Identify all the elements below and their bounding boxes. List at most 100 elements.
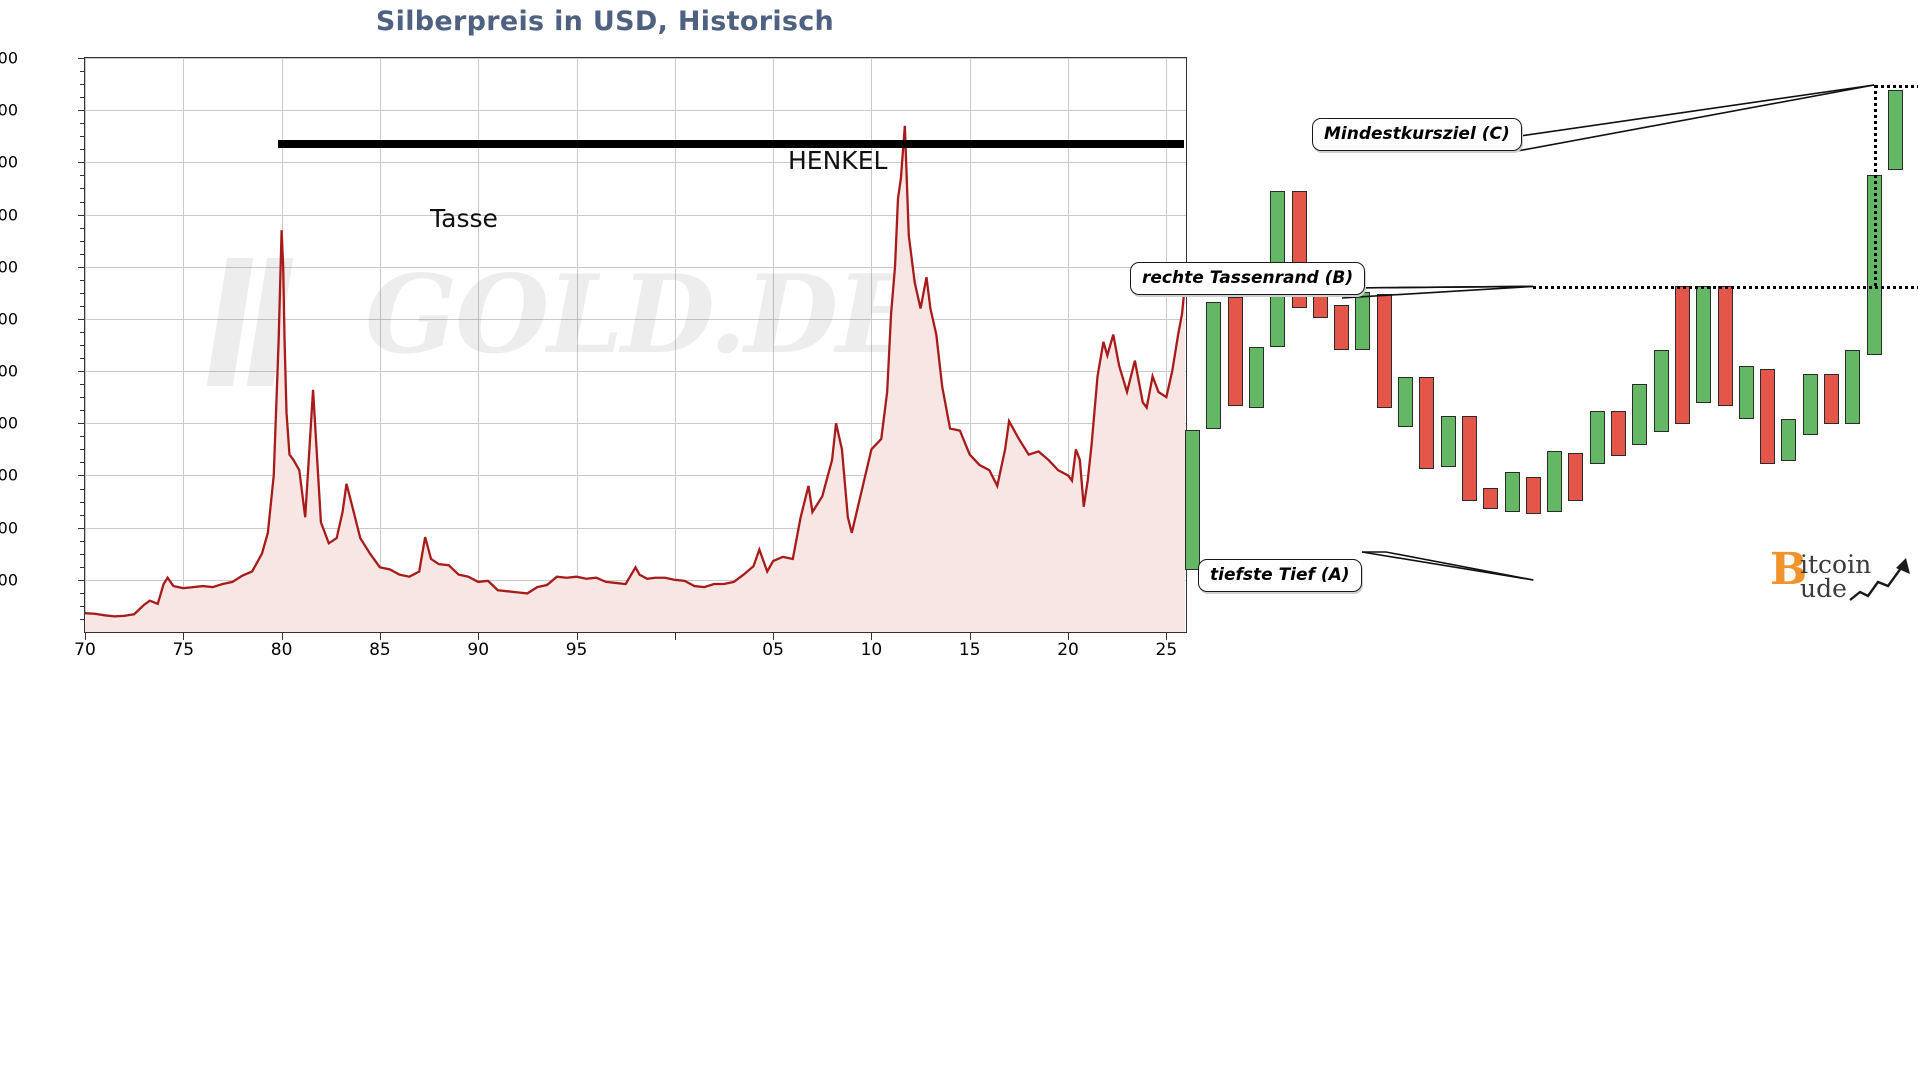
x-axis-label: 95 [565,640,588,660]
x-axis-tick [969,633,971,640]
gridline-h [85,527,1186,529]
callout-rechte-tassenrand: rechte Tassenrand (B) [1130,262,1366,295]
candle-up [1398,376,1413,427]
y-axis-tick [78,214,85,216]
x-axis-tick [576,633,578,640]
x-axis-label: 70 [74,640,96,660]
y-axis-tick [78,318,85,320]
candle-down [1419,376,1435,470]
x-axis-label: 05 [762,640,784,660]
y-axis-tick-minor [80,201,85,203]
gridline-v [674,58,676,632]
y-axis-tick-minor [80,292,85,294]
annotation-tasse: Tasse [430,204,498,233]
candle-up [1781,418,1797,462]
callout-mindestkursziel: Mindestkursziel (C) [1312,118,1522,151]
candle-up [1653,350,1669,433]
candle-up [1887,90,1903,170]
gridline-h [85,266,1186,268]
y-axis-label: 10,00 [0,518,18,538]
gridline-v [478,58,480,632]
candle-down [1227,297,1243,406]
y-axis-tick [78,527,85,529]
y-axis-label: 50,00 [0,100,18,120]
y-axis-tick-minor [80,136,85,138]
gridline-h [85,423,1186,425]
y-axis-tick-minor [80,501,85,503]
candle-down [1376,294,1392,409]
y-axis-tick-minor [80,253,85,255]
y-axis-tick-minor [80,71,85,73]
y-axis-tick-minor [80,553,85,555]
candle-down [1760,368,1776,464]
y-axis-tick-minor [80,97,85,99]
cup-and-handle-schematic: Mindestkursziel (C) rechte Tassenrand (B… [1130,40,1918,660]
y-axis-tick-minor [80,240,85,242]
y-axis-tick-minor [80,384,85,386]
y-axis-tick-minor [80,488,85,490]
target-level-line [1874,85,1918,88]
candle-down [1461,416,1477,502]
y-axis-tick [78,162,85,164]
x-axis-tick [773,633,775,640]
y-axis-label: 55,00 [0,48,18,68]
y-axis-tick-minor [80,188,85,190]
y-axis-tick-minor [80,149,85,151]
candle-down [1334,304,1350,350]
x-axis-tick [281,633,283,640]
y-axis-tick-minor [80,618,85,620]
y-axis-tick-minor [80,410,85,412]
y-axis-tick-minor [80,514,85,516]
y-axis-tick-minor [80,436,85,438]
y-axis-tick-minor [80,540,85,542]
y-axis-tick-minor [80,227,85,229]
x-axis-label: 85 [369,640,391,660]
x-axis-label: 75 [172,640,195,660]
y-axis-tick [78,58,85,59]
callout-tiefste-tief: tiefste Tief (A) [1198,559,1362,592]
x-axis-tick [674,633,676,640]
x-axis-tick [1068,633,1070,640]
gridline-v [969,58,971,632]
page-title: Silberpreis in USD, Historisch [375,6,835,37]
y-axis-tick-minor [80,84,85,86]
gridline-h [85,318,1186,320]
candle-up [1206,302,1222,430]
uptrend-arrow-icon [1849,558,1910,601]
y-axis-label: 30,00 [0,309,18,329]
bitcoin-bude-logo: B itcoin ude [1770,548,1910,606]
gridline-v [576,58,578,632]
y-axis-tick [78,423,85,425]
gridline-v [1068,58,1070,632]
price-series [85,125,1186,632]
y-axis-tick-minor [80,279,85,281]
y-axis-tick-minor [80,123,85,125]
candle-down [1717,286,1733,406]
y-axis-tick [78,110,85,112]
x-axis-label: 25 [1155,640,1178,660]
y-axis-tick-minor [80,397,85,399]
y-axis-tick-minor [80,566,85,568]
candle-up [1547,450,1563,512]
candle-up [1632,384,1648,446]
y-axis-tick [78,475,85,477]
logo-initial: B [1770,544,1808,595]
annotation-henkel: HENKEL [788,146,888,175]
candle-up [1440,416,1456,467]
candle-down [1483,487,1499,509]
x-axis-tick [183,633,185,640]
y-axis-tick-minor [80,175,85,177]
candle-down [1525,477,1541,515]
candle-up [1802,373,1818,435]
candle-up [1696,286,1712,403]
y-axis-label: 15,00 [0,465,18,485]
x-axis-label: 20 [1057,640,1079,660]
gridline-v [871,58,873,632]
x-axis-tick [85,633,86,640]
candle-up [1589,410,1605,464]
y-axis-label: 40,00 [0,205,18,225]
logo-word-1: itcoin [1800,550,1872,579]
x-axis-label: 15 [958,640,981,660]
candle-down [1568,453,1584,502]
gridline-h [85,371,1186,373]
